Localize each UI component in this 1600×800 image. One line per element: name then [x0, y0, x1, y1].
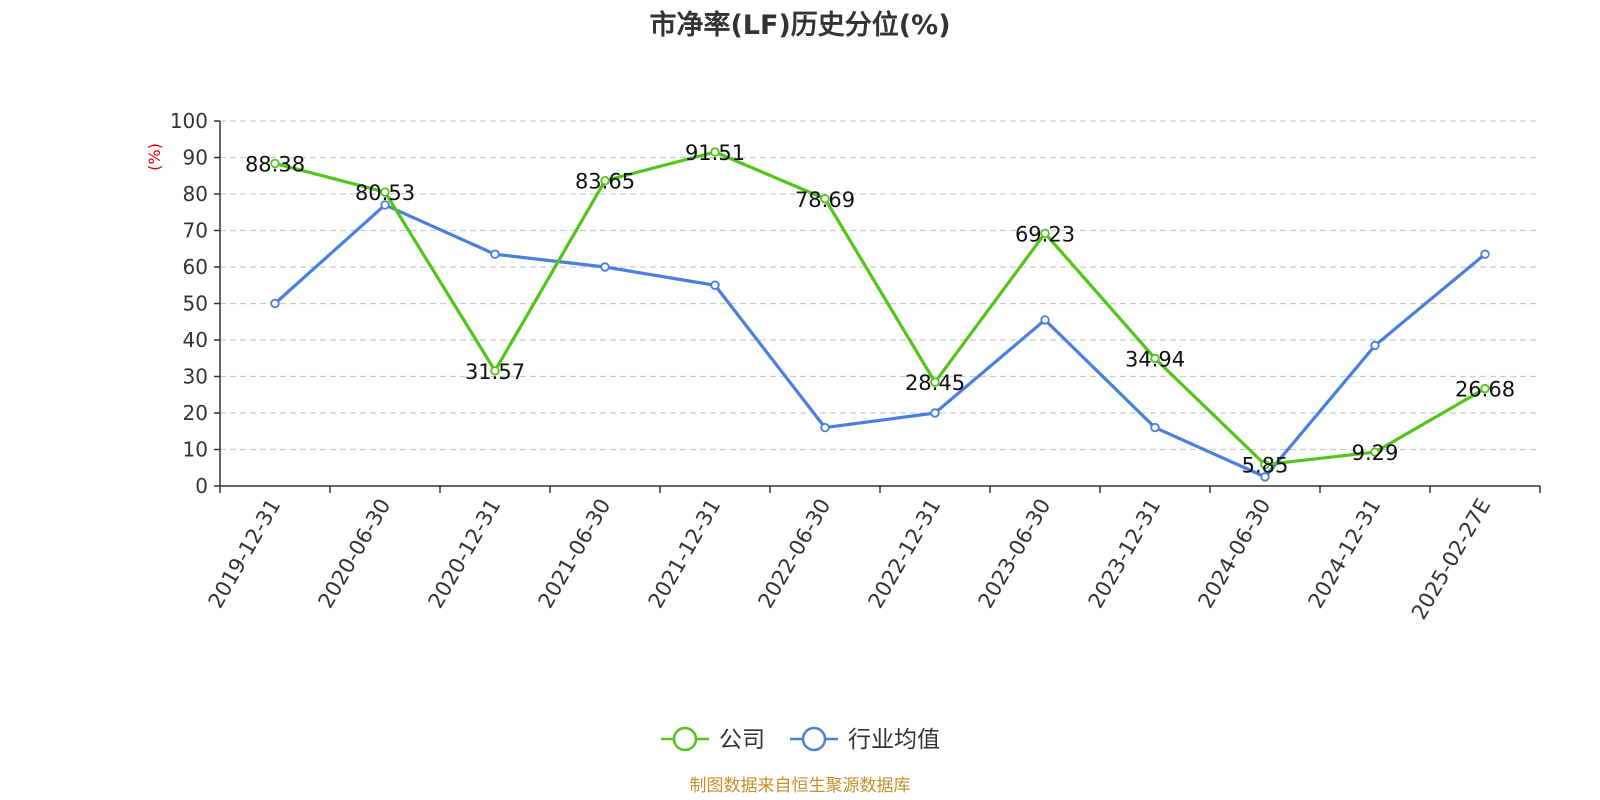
- data-point[interactable]: [1480, 249, 1490, 259]
- source-note: 制图数据来自恒生聚源数据库: [690, 776, 911, 796]
- data-label: 9.29: [1352, 441, 1399, 465]
- data-point[interactable]: [270, 158, 280, 169]
- y-axis-label: (%): [145, 143, 164, 171]
- y-tick-label: 30: [183, 365, 208, 389]
- data-point[interactable]: [1040, 315, 1050, 325]
- y-tick-label: 90: [183, 146, 208, 170]
- data-label: 28.45: [905, 371, 965, 395]
- data-label: 31.57: [465, 360, 525, 384]
- y-tick-label: 20: [183, 401, 208, 425]
- data-point[interactable]: [1040, 228, 1050, 239]
- data-point[interactable]: [820, 422, 830, 433]
- data-point[interactable]: [930, 408, 940, 418]
- x-tick-label: 2022-12-31: [864, 495, 946, 613]
- series-line-1: [273, 203, 1487, 479]
- x-tick-label: 2021-12-31: [644, 495, 726, 613]
- data-point[interactable]: [1260, 459, 1270, 470]
- data-point[interactable]: [820, 194, 830, 204]
- y-tick-label: 40: [183, 328, 208, 352]
- data-label: 26.68: [1455, 378, 1515, 402]
- x-tick-label: 2025-02-27E: [1407, 495, 1495, 624]
- data-point[interactable]: [490, 249, 500, 259]
- legend-circle-icon: [672, 726, 698, 752]
- y-tick-label: 100: [170, 109, 208, 133]
- series-layer: 88.38 80.53 31.57 83.65 91.51 78.69 28.45 69.23…: [245, 141, 1515, 482]
- data-point[interactable]: [1150, 422, 1160, 433]
- data-label: 69.23: [1015, 222, 1075, 246]
- data-label: 80.53: [355, 181, 415, 205]
- data-label: 91.51: [685, 141, 745, 165]
- data-point[interactable]: [600, 175, 610, 186]
- data-point[interactable]: [1480, 383, 1490, 394]
- x-tick-label: 2019-12-31: [204, 495, 286, 613]
- x-tick-label: 2023-06-30: [974, 495, 1056, 613]
- data-point[interactable]: [490, 366, 500, 376]
- legend-circle-icon: [801, 726, 827, 752]
- data-point[interactable]: [710, 147, 720, 157]
- x-tick-label: 2022-06-30: [754, 495, 836, 613]
- x-tick-label: 2024-12-31: [1304, 495, 1386, 613]
- y-tick-label: 70: [183, 219, 208, 243]
- data-label: 5.85: [1242, 454, 1289, 478]
- data-point[interactable]: [1370, 340, 1380, 351]
- data-label: 34.94: [1125, 347, 1185, 371]
- data-label: 78.69: [795, 188, 855, 212]
- legend-item-1[interactable]: 行业均值: [790, 726, 940, 753]
- data-point[interactable]: [270, 298, 280, 309]
- series-line-0: [274, 150, 1486, 467]
- x-tick-label: 2024-06-30: [1194, 495, 1276, 613]
- data-point[interactable]: [380, 187, 390, 197]
- data-point[interactable]: [930, 377, 940, 387]
- legend[interactable]: 公司 行业均值: [661, 726, 940, 753]
- data-point[interactable]: [600, 262, 610, 272]
- data-point[interactable]: [1370, 447, 1380, 457]
- data-point[interactable]: [710, 280, 720, 290]
- data-point[interactable]: [1150, 353, 1160, 364]
- grid: [220, 120, 1540, 451]
- data-label: 83.65: [575, 170, 635, 194]
- y-tick-label: 80: [183, 182, 208, 206]
- data-point[interactable]: [1260, 472, 1270, 482]
- legend-label: 行业均值: [848, 727, 940, 753]
- y-tick-label: 10: [183, 438, 208, 462]
- legend-item-0[interactable]: 公司: [661, 726, 765, 753]
- chart-title: 市净率(LF)历史分位(%): [649, 9, 950, 41]
- data-label: 88.38: [245, 152, 305, 176]
- y-tick-label: 60: [183, 255, 208, 279]
- legend-label: 公司: [719, 727, 765, 753]
- data-point[interactable]: [380, 200, 390, 210]
- y-tick-label: 0: [195, 474, 208, 498]
- y-tick-label: 50: [183, 292, 208, 316]
- x-tick-label: 2020-12-31: [424, 495, 506, 613]
- x-tick-label: 2021-06-30: [534, 495, 616, 613]
- x-tick-label: 2023-12-31: [1084, 495, 1166, 613]
- x-tick-label: 2020-06-30: [314, 495, 396, 613]
